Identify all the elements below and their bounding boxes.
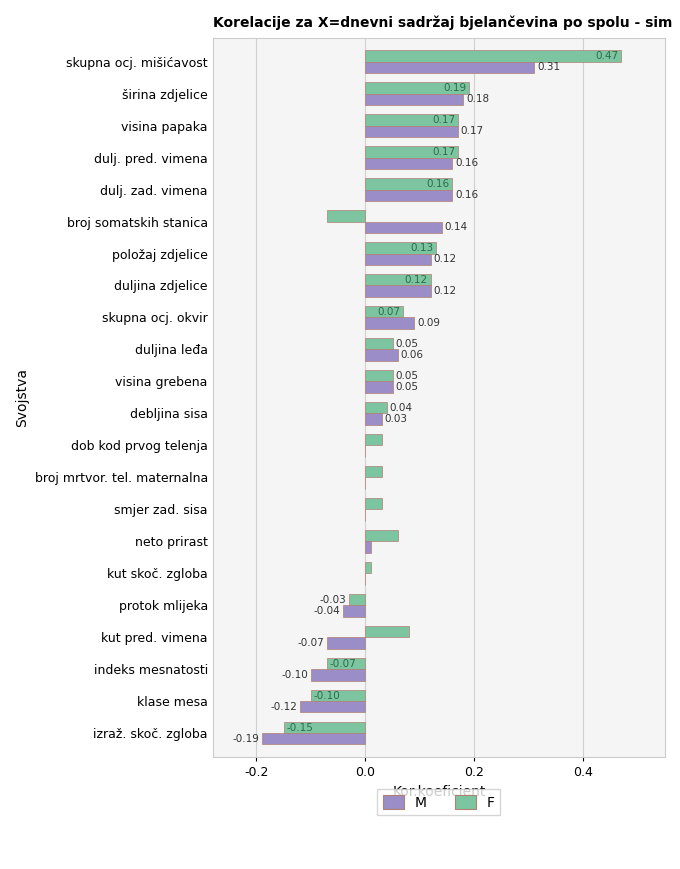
Text: 0.16: 0.16 [455,190,478,200]
Bar [300,701,365,713]
Bar [349,594,365,606]
Bar [365,242,436,254]
Text: 0.06: 0.06 [401,350,424,360]
Text: 0.12: 0.12 [405,275,428,285]
Bar [365,317,414,328]
Bar [365,146,458,157]
Text: 0.16: 0.16 [426,179,449,189]
Text: -0.12: -0.12 [270,702,297,712]
Text: 0.12: 0.12 [433,286,456,296]
Text: 0.04: 0.04 [390,403,413,413]
Bar [365,498,381,509]
Bar [365,434,381,446]
Bar [311,669,365,680]
Bar [365,254,430,265]
Bar [365,530,398,541]
Text: 0.31: 0.31 [537,63,560,72]
Text: -0.04: -0.04 [314,606,341,616]
Text: 0.03: 0.03 [384,414,407,424]
Text: -0.15: -0.15 [286,723,313,733]
Bar [365,189,452,201]
Text: 0.12: 0.12 [433,254,456,264]
Bar [365,306,403,317]
Bar [311,690,365,701]
Text: 0.07: 0.07 [377,307,401,317]
Text: -0.10: -0.10 [282,670,308,680]
Text: -0.07: -0.07 [298,638,324,648]
Bar [365,94,463,105]
Text: 0.05: 0.05 [395,371,418,381]
Text: 0.17: 0.17 [432,115,455,125]
Text: -0.19: -0.19 [232,734,259,744]
Text: 0.19: 0.19 [443,83,466,93]
Bar [365,50,622,62]
Text: 0.17: 0.17 [460,126,483,136]
Bar [365,414,381,425]
Bar [365,62,534,73]
Bar [365,349,398,361]
Text: -0.07: -0.07 [330,659,356,669]
Text: 0.13: 0.13 [410,243,433,253]
Bar [284,722,365,733]
Legend: M, F: M, F [377,789,500,815]
Bar [365,562,371,574]
Bar [365,275,430,286]
Bar [365,381,392,393]
Bar [327,210,365,222]
Bar [365,286,430,296]
Bar [327,658,365,669]
Text: 0.47: 0.47 [596,51,619,61]
Bar [365,466,381,477]
X-axis label: Kor.koeficient: Kor.koeficient [392,785,486,799]
Bar [327,637,365,648]
Bar [365,83,469,94]
Bar [365,222,441,233]
Text: 0.05: 0.05 [395,339,418,348]
Bar [365,178,452,189]
Y-axis label: Svojstva: Svojstva [15,368,29,427]
Text: 0.09: 0.09 [417,318,440,328]
Bar [365,370,392,381]
Text: 0.18: 0.18 [466,94,489,104]
Bar [365,115,458,125]
Bar [365,157,452,169]
Bar [365,125,458,136]
Bar [365,541,371,553]
Text: -0.03: -0.03 [320,594,346,605]
Bar [262,733,365,745]
Text: -0.10: -0.10 [313,691,340,700]
Text: Korelacije za X=dnevni sadržaj bjelančevina po spolu - sim: Korelacije za X=dnevni sadržaj bjelančev… [213,15,672,30]
Bar [365,627,409,637]
Text: 0.17: 0.17 [432,147,455,157]
Bar [365,402,387,414]
Text: 0.05: 0.05 [395,382,418,392]
Bar [343,606,365,616]
Text: 0.14: 0.14 [444,222,467,232]
Text: 0.16: 0.16 [455,158,478,169]
Bar [365,338,392,349]
